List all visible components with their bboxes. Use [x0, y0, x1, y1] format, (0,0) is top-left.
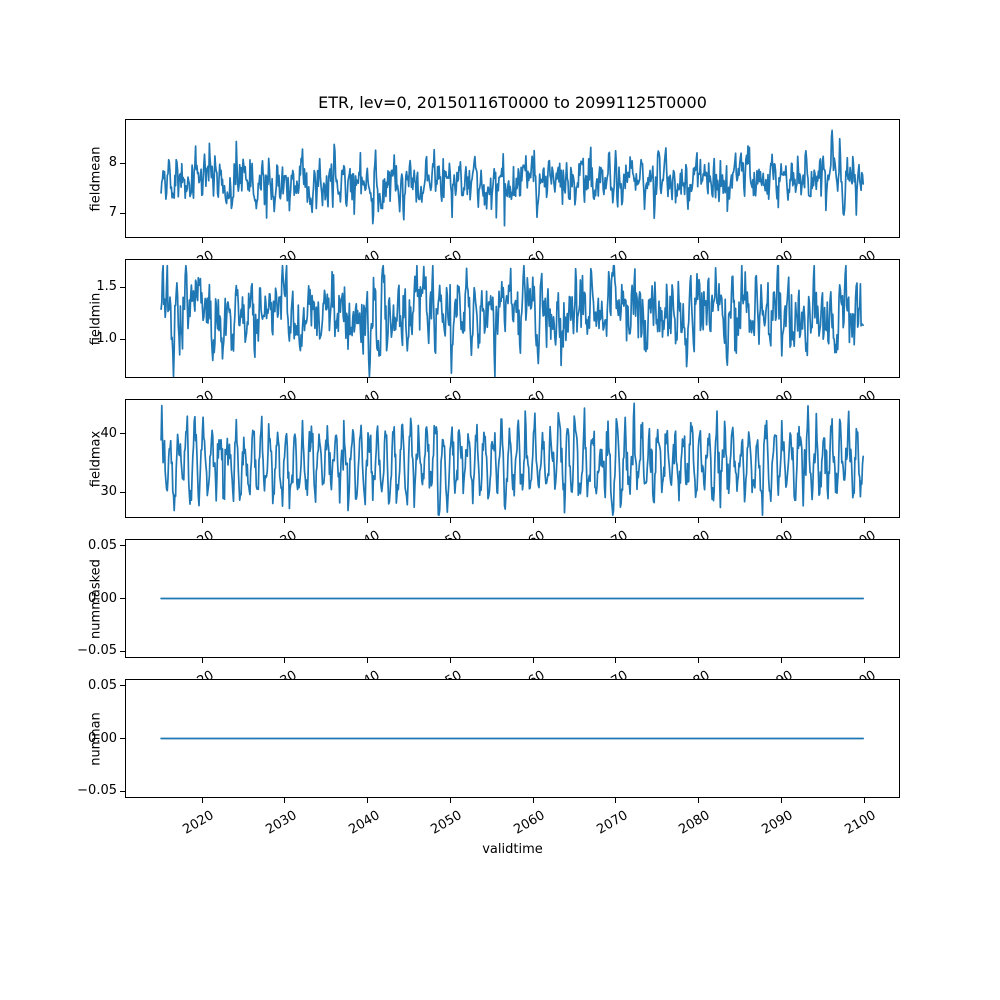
x-tick-label: 2040 — [345, 808, 383, 838]
subplot-nummasked: nummasked 0.050.00−0.0520202030204020502… — [0, 537, 1000, 698]
y-tick-label: 0.00 — [88, 590, 117, 606]
x-tick-mark — [863, 238, 865, 243]
plot-area — [125, 539, 900, 658]
y-tick-mark — [120, 650, 125, 652]
x-tick-mark — [532, 518, 534, 523]
x-tick-mark — [449, 238, 451, 243]
y-tick-label: 30 — [100, 484, 117, 500]
x-tick-mark — [367, 238, 369, 243]
y-tick-label: 1.0 — [96, 331, 117, 347]
plot-area — [125, 119, 900, 238]
line-series — [160, 264, 865, 377]
x-tick-mark — [201, 378, 203, 383]
subplot-numnan: numnan 0.05 0.00 −0.05 2020 2030 2040 2050 2060… — [0, 677, 1000, 838]
x-tick-mark — [780, 378, 782, 383]
y-tick-label: 1.5 — [96, 279, 117, 295]
x-tick-mark — [532, 238, 534, 243]
x-tick-mark — [367, 798, 369, 803]
x-tick-mark — [532, 798, 534, 803]
x-tick-mark — [615, 378, 617, 383]
x-tick-mark — [284, 238, 286, 243]
x-tick-mark — [284, 378, 286, 383]
x-tick-mark — [367, 658, 369, 663]
x-tick-mark — [201, 238, 203, 243]
x-axis-label: validtime — [482, 842, 543, 857]
x-tick-mark — [449, 518, 451, 523]
x-tick-label: 2050 — [428, 808, 465, 838]
x-tick-label: 2100 — [842, 808, 879, 838]
line-series — [160, 597, 865, 600]
x-tick-mark — [698, 378, 700, 383]
x-tick-label: 2090 — [759, 808, 796, 838]
x-tick-mark — [284, 798, 286, 803]
x-tick-mark — [780, 798, 782, 803]
x-tick-mark — [863, 658, 865, 663]
x-tick-mark — [780, 518, 782, 523]
x-tick-mark — [780, 238, 782, 243]
x-tick-mark — [532, 378, 534, 383]
line-series — [160, 737, 865, 740]
y-tick-label: 7 — [108, 205, 117, 220]
y-tick-mark — [120, 598, 125, 599]
y-tick-mark — [120, 790, 125, 792]
x-tick-label: 2020 — [180, 808, 217, 838]
x-tick-mark — [863, 518, 865, 523]
line-series — [160, 129, 865, 227]
y-axis-label: fieldmean — [88, 146, 104, 211]
x-tick-label: 2070 — [594, 808, 631, 838]
y-tick-label: 0.00 — [88, 730, 117, 746]
plot-area — [125, 399, 900, 518]
line-series — [160, 402, 865, 516]
x-tick-label: 2030 — [263, 808, 300, 838]
y-tick-label: 0.05 — [88, 677, 117, 693]
subplot-fieldmax: fieldmax 4030202020302040205020602070208… — [0, 399, 1000, 558]
y-tick-mark — [120, 685, 125, 687]
subplot-fieldmean: fieldmean 872020203020402050206020702080… — [0, 119, 1000, 278]
y-tick-mark — [120, 338, 125, 340]
x-tick-mark — [449, 378, 451, 383]
y-tick-mark — [120, 545, 125, 547]
x-tick-mark — [698, 518, 700, 523]
x-tick-mark — [615, 518, 617, 523]
y-tick-label: −0.05 — [77, 783, 117, 799]
x-tick-mark — [863, 378, 865, 383]
y-tick-label: 8 — [108, 155, 117, 170]
y-tick-mark — [120, 162, 125, 164]
x-tick-mark — [863, 798, 865, 803]
x-tick-label: 2080 — [676, 808, 714, 838]
x-tick-label: 2060 — [511, 808, 548, 838]
x-tick-mark — [615, 798, 617, 803]
y-tick-mark — [120, 286, 125, 288]
x-tick-mark — [201, 798, 203, 803]
x-tick-mark — [284, 658, 286, 663]
y-tick-label: −0.05 — [77, 643, 117, 659]
x-tick-mark — [367, 378, 369, 383]
x-tick-mark — [201, 518, 203, 523]
x-tick-mark — [367, 518, 369, 523]
x-tick-mark — [201, 658, 203, 663]
y-tick-mark — [120, 491, 125, 493]
x-tick-mark — [615, 658, 617, 663]
y-tick-mark — [120, 738, 125, 739]
y-tick-mark — [120, 212, 125, 214]
plot-area — [125, 679, 900, 798]
x-tick-mark — [449, 798, 451, 803]
x-tick-mark — [698, 238, 700, 243]
y-tick-label: 40 — [100, 425, 117, 441]
x-tick-mark — [698, 658, 700, 663]
x-tick-mark — [698, 798, 700, 803]
x-tick-mark — [615, 238, 617, 243]
y-tick-mark — [120, 433, 125, 435]
x-tick-mark — [532, 658, 534, 663]
x-tick-mark — [284, 518, 286, 523]
subplot-fieldmin: fieldmin 1.51.02020203020402050206020702… — [0, 259, 1000, 418]
plot-area — [125, 259, 900, 378]
x-tick-mark — [780, 658, 782, 663]
x-tick-mark — [449, 658, 451, 663]
y-tick-label: 0.05 — [88, 537, 117, 553]
figure-title: ETR, lev=0, 20150116T0000 to 20991125T00… — [318, 93, 707, 112]
